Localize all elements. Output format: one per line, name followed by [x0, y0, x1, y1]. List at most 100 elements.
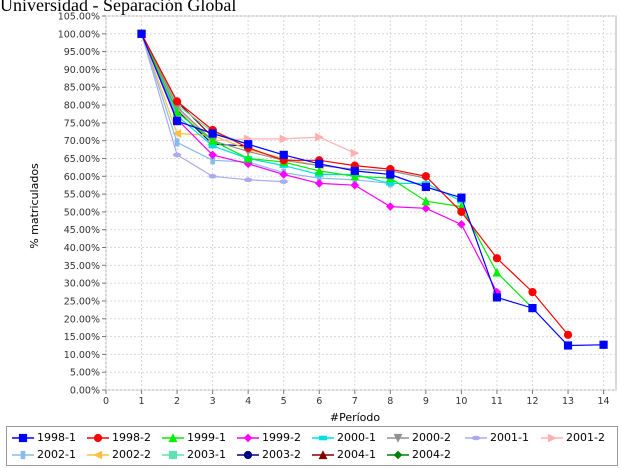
legend-swatch — [87, 450, 109, 460]
series-line — [140, 33, 391, 184]
legend-swatch — [312, 435, 334, 441]
series-line — [140, 33, 320, 167]
data-point — [350, 171, 360, 181]
data-point — [172, 152, 182, 158]
data-point — [599, 340, 608, 349]
data-point — [208, 150, 217, 160]
y-tick-label: 100.00% — [58, 29, 100, 40]
x-tick-label: 14 — [598, 396, 610, 407]
x-tick-label: 6 — [316, 396, 322, 407]
x-tick-label: 7 — [352, 396, 358, 407]
legend-label: 2003-2 — [262, 448, 301, 461]
legend-label: 2002-2 — [112, 448, 151, 461]
legend-label: 1998-2 — [112, 431, 151, 444]
legend-label: 1999-1 — [187, 431, 226, 444]
data-point — [244, 177, 253, 183]
data-point — [421, 196, 431, 206]
legend-label: 2000-2 — [412, 431, 451, 444]
y-tick-label: 65.00% — [64, 154, 100, 165]
legend-marker — [471, 435, 481, 441]
y-tick-label: 0.00% — [70, 386, 100, 397]
legend-marker — [168, 433, 178, 443]
data-point — [421, 204, 431, 213]
series-line — [140, 33, 462, 202]
data-point — [244, 140, 253, 149]
y-tick-label: 70.00% — [64, 136, 100, 147]
data-point — [315, 132, 324, 142]
legend-swatch — [541, 433, 563, 443]
grid — [105, 15, 616, 391]
legend-swatch — [312, 450, 334, 460]
y-axis-label: % matriculados — [28, 163, 41, 249]
data-point — [563, 330, 573, 339]
legend-label: 2000-1 — [337, 431, 376, 444]
y-axis-ticks: 0.00% 5.00% 10.00% 15.00% 20.00% 25.00% 30.00%… — [58, 12, 106, 397]
data-point — [386, 170, 395, 179]
series-1999-1 — [137, 29, 537, 313]
data-point — [350, 180, 360, 190]
legend-label: 2001-1 — [490, 431, 529, 444]
x-tick-label: 12 — [526, 396, 538, 407]
y-tick-label: 80.00% — [64, 101, 100, 112]
legend-marker — [243, 433, 253, 443]
data-point — [492, 293, 502, 302]
data-point — [208, 173, 217, 179]
legend-swatch — [387, 450, 409, 460]
x-tick-label: 5 — [281, 396, 287, 407]
y-tick-label: 20.00% — [64, 314, 100, 325]
legend-label: 1998-1 — [37, 431, 76, 444]
legend-label: 2001-2 — [566, 431, 605, 444]
data-point — [314, 179, 324, 188]
data-point — [314, 166, 324, 176]
legend-label: 1999-2 — [262, 431, 301, 444]
data-point — [172, 129, 182, 138]
legend-swatch — [162, 433, 184, 443]
legend-swatch — [237, 433, 259, 443]
data-point — [492, 267, 502, 277]
legend-marker — [318, 435, 328, 441]
x-tick-label: 2 — [174, 396, 180, 407]
x-tick-label: 1 — [139, 396, 145, 407]
legend-label: 2002-1 — [37, 448, 76, 461]
data-point — [279, 179, 288, 184]
data-point — [279, 170, 289, 179]
legend-marker — [318, 450, 328, 460]
legend-label: 2004-1 — [337, 448, 376, 461]
data-point — [172, 97, 182, 106]
data-point — [528, 303, 537, 313]
x-tick-label: 13 — [562, 396, 574, 407]
data-point — [172, 116, 182, 126]
data-point — [350, 148, 360, 158]
y-tick-label: 30.00% — [64, 279, 100, 290]
x-tick-label: 8 — [387, 396, 393, 407]
x-tick-label: 10 — [455, 396, 467, 407]
data-point — [279, 134, 289, 144]
x-tick-label: 0 — [103, 396, 109, 407]
legend-marker — [93, 433, 103, 443]
data-point — [172, 107, 182, 117]
data-point — [350, 166, 359, 176]
legend-label: 2004-2 — [412, 448, 451, 461]
legend-swatch — [387, 433, 409, 443]
x-tick-label: 9 — [423, 396, 429, 407]
y-tick-label: 60.00% — [64, 172, 100, 183]
x-axis-label: #Período — [330, 411, 381, 424]
series-group — [136, 29, 608, 350]
data-point — [492, 254, 502, 263]
series-1998-1 — [137, 29, 608, 350]
legend-label: 2003-1 — [187, 448, 226, 461]
page-title: Universidad - Separación Global — [0, 0, 237, 15]
legend-marker — [93, 450, 103, 460]
line-chart: 0.00% 5.00% 10.00% 15.00% 20.00% 25.00% 30.00%… — [28, 12, 617, 424]
y-tick-label: 55.00% — [64, 190, 100, 201]
data-point — [386, 202, 395, 211]
series-line — [140, 33, 604, 347]
y-tick-label: 75.00% — [64, 118, 100, 129]
series-line — [140, 33, 533, 309]
data-point — [421, 172, 430, 181]
data-point — [457, 193, 466, 202]
legend-swatch — [12, 433, 34, 443]
legend-swatch — [237, 450, 259, 460]
data-point — [279, 150, 288, 160]
data-point — [137, 29, 146, 38]
